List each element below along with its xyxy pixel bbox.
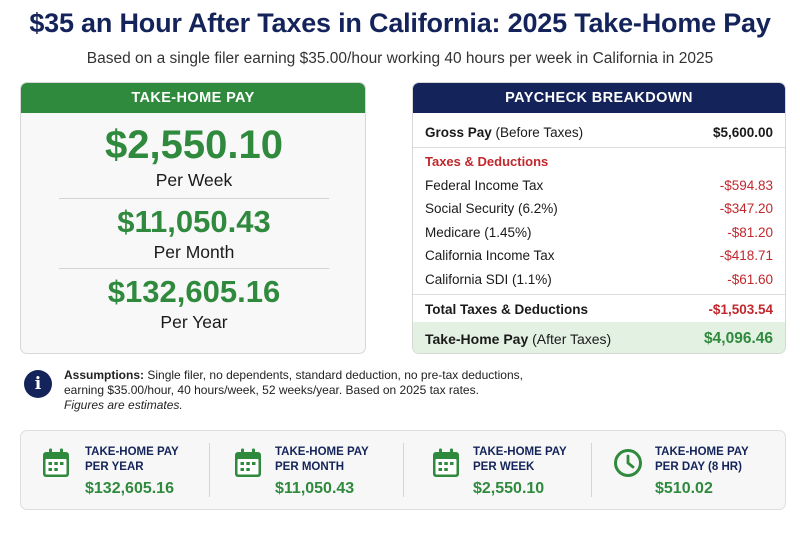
assumptions-text: Assumptions: Single filer, no dependents… — [64, 368, 564, 413]
stat-label: TAKE-HOME PAY PER MONTH — [275, 446, 369, 473]
deduction-label: California Income Tax — [425, 247, 555, 263]
deduction-value: -$61.60 — [727, 271, 773, 287]
total-deductions-label: Total Taxes & Deductions — [425, 301, 589, 317]
divider — [403, 443, 404, 497]
gross-pay-label: Gross Pay (Before Taxes) — [425, 124, 584, 140]
weekly-pay-label: Per Week — [155, 170, 233, 190]
weekly-pay-block: $2,550.10 Per Week — [21, 121, 365, 191]
calendar-icon — [43, 448, 69, 477]
yearly-pay-label: Per Year — [160, 312, 228, 332]
deduction-label: Social Security (6.2%) — [425, 200, 558, 216]
deduction-row: California Income Tax -$418.71 — [425, 245, 773, 265]
stat-per-week: TAKE-HOME PAY PER WEEK $2,550.10 — [431, 431, 591, 509]
deduction-label: California SDI (1.1%) — [425, 271, 552, 287]
stat-label: TAKE-HOME PAY PER WEEK — [473, 446, 567, 473]
gross-pay-value: $5,600.00 — [712, 124, 773, 140]
yearly-pay-amount: $132,605.16 — [107, 274, 281, 309]
deduction-value: -$418.71 — [719, 247, 773, 263]
divider — [413, 294, 785, 295]
deduction-value: -$81.20 — [727, 224, 773, 240]
total-deductions-row: Total Taxes & Deductions -$1,503.54 — [425, 298, 773, 320]
assumptions-note: i Assumptions: Single filer, no dependen… — [24, 368, 584, 418]
deduction-value: -$347.20 — [719, 200, 773, 216]
assumptions-disclaimer: Figures are estimates. — [64, 398, 183, 412]
paycheck-breakdown-card: PAYCHECK BREAKDOWN Gross Pay (Before Tax… — [412, 82, 786, 354]
deduction-row: Federal Income Tax -$594.83 — [425, 175, 773, 195]
page-title: $35 an Hour After Taxes in California: 2… — [29, 8, 771, 38]
assumptions-title: Assumptions: — [64, 368, 145, 382]
divider — [209, 443, 210, 497]
yearly-pay-block: $132,605.16 Per Year — [21, 273, 365, 333]
monthly-pay-block: $11,050.43 Per Month — [21, 203, 365, 263]
take-home-row: Take-Home Pay (After Taxes) $4,096.46 — [413, 322, 785, 353]
assumptions-body: Single filer, no dependents, standard de… — [64, 368, 523, 397]
gross-pay-row: Gross Pay (Before Taxes) $5,600.00 — [425, 121, 773, 143]
divider — [59, 198, 329, 199]
deduction-row: Social Security (6.2%) -$347.20 — [425, 198, 773, 218]
deduction-row: California SDI (1.1%) -$61.60 — [425, 269, 773, 289]
calendar-icon — [433, 448, 459, 477]
deduction-row: Medicare (1.45%) -$81.20 — [425, 222, 773, 242]
monthly-pay-label: Per Month — [153, 242, 235, 262]
deduction-label: Medicare (1.45%) — [425, 224, 532, 240]
stat-per-month: TAKE-HOME PAY PER MONTH $11,050.43 — [233, 431, 403, 509]
taxes-section-title: Taxes & Deductions — [425, 154, 549, 169]
total-deductions-value: -$1,503.54 — [708, 301, 773, 317]
deduction-label: Federal Income Tax — [425, 177, 544, 193]
page-subtitle: Based on a single filer earning $35.00/h… — [86, 50, 714, 67]
calendar-icon — [235, 448, 261, 477]
divider — [59, 268, 329, 269]
divider — [591, 443, 592, 497]
stat-per-day: TAKE-HOME PAY PER DAY (8 HR) $510.02 — [613, 431, 783, 509]
take-home-label: Take-Home Pay (After Taxes) — [425, 330, 612, 347]
clock-icon — [614, 449, 642, 477]
take-home-card: TAKE-HOME PAY $2,550.10 Per Week $11,050… — [20, 82, 366, 354]
summary-stats-bar: TAKE-HOME PAY PER YEAR $132,605.16 TAKE-H… — [20, 430, 786, 510]
take-home-value: $4,096.46 — [704, 329, 773, 347]
stat-value: $2,550.10 — [473, 480, 545, 497]
monthly-pay-amount: $11,050.43 — [117, 204, 271, 239]
stat-value: $510.02 — [655, 480, 713, 497]
divider — [413, 147, 785, 148]
take-home-card-header: TAKE-HOME PAY — [21, 83, 365, 113]
stat-per-year: TAKE-HOME PAY PER YEAR $132,605.16 — [39, 431, 209, 509]
stat-value: $132,605.16 — [85, 480, 174, 497]
weekly-pay-amount: $2,550.10 — [105, 123, 283, 167]
paycheck-breakdown-header: PAYCHECK BREAKDOWN — [413, 83, 785, 113]
info-icon: i — [24, 370, 52, 398]
stat-label: TAKE-HOME PAY PER DAY (8 HR) — [655, 446, 749, 473]
stat-value: $11,050.43 — [275, 480, 355, 497]
stat-label: TAKE-HOME PAY PER YEAR — [85, 446, 179, 473]
deduction-value: -$594.83 — [719, 177, 773, 193]
